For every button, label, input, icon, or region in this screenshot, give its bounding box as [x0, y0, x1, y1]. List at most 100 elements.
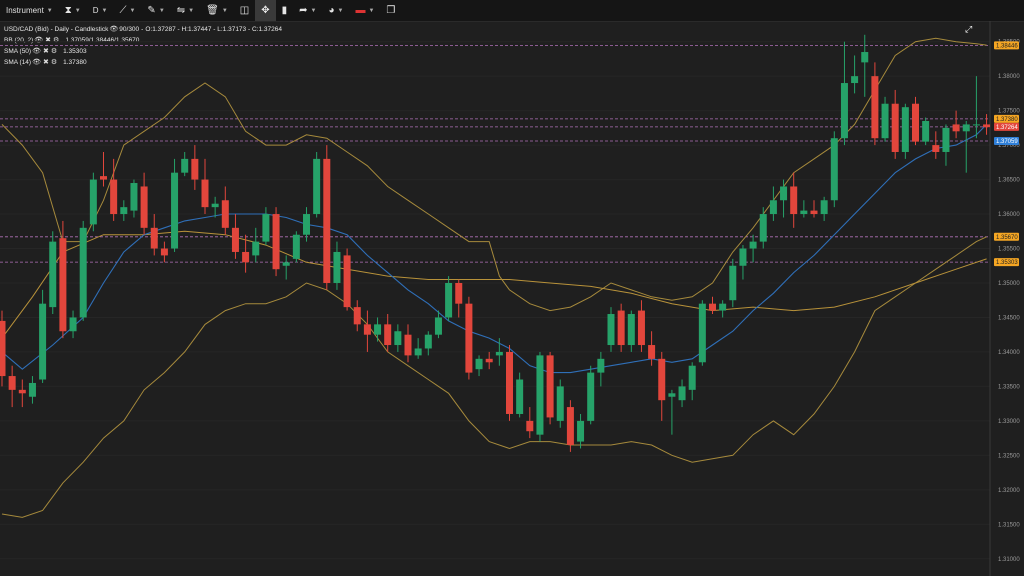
y-tick-label: 1.33000 — [998, 419, 1020, 425]
close-icon[interactable]: ✖ — [42, 58, 49, 66]
candle — [211, 203, 219, 208]
language-menu[interactable]: ▬ ▼ — [349, 0, 380, 21]
gear-icon[interactable]: ⚙ — [50, 58, 58, 66]
candle — [313, 158, 321, 215]
candle — [49, 241, 57, 308]
bar-chart-icon: ▮ — [281, 5, 288, 16]
chevron-down-icon: ▼ — [310, 7, 317, 14]
candle — [414, 348, 422, 356]
bb-lower-line — [1, 236, 987, 518]
candle — [495, 351, 503, 356]
popout-button[interactable]: ❐ — [380, 0, 401, 21]
crosshair-button[interactable]: ✥ — [255, 0, 276, 21]
price-tag — [994, 114, 1019, 123]
candle — [830, 138, 838, 201]
candle — [891, 103, 899, 152]
close-icon[interactable]: ✖ — [42, 47, 49, 55]
candle — [546, 355, 554, 418]
candle — [688, 365, 696, 390]
fullscreen-icon[interactable]: ⤢ — [965, 24, 973, 34]
candle — [89, 179, 97, 225]
candle — [465, 303, 473, 373]
candle — [648, 345, 656, 359]
candle — [749, 241, 757, 249]
candle — [698, 303, 706, 363]
layout-button[interactable]: ◫ — [234, 0, 255, 21]
close-icon[interactable]: ✖ — [45, 36, 52, 44]
indicators-menu[interactable]: ⇋ ▼ — [171, 0, 200, 21]
y-tick-label: 1.34500 — [998, 315, 1020, 321]
y-tick-label: 1.31500 — [998, 522, 1020, 528]
candle — [627, 314, 635, 346]
crosshair-icon: ✥ — [261, 5, 270, 16]
y-tick-label: 1.36000 — [998, 212, 1020, 218]
eye-icon[interactable]: 👁 — [32, 47, 41, 55]
eye-icon[interactable]: 👁 — [34, 36, 44, 44]
candle — [800, 210, 808, 215]
chevron-down-icon: ▼ — [74, 7, 81, 14]
chevron-down-icon: ▼ — [337, 7, 344, 14]
y-tick-label: 1.36500 — [998, 178, 1020, 184]
indicator-value: 1.37059/1.38446/1.35670 — [65, 36, 140, 44]
eye-icon[interactable]: 👁 — [32, 58, 41, 66]
candle — [282, 262, 290, 266]
price-tag — [994, 232, 1019, 241]
chevron-down-icon: ▼ — [188, 7, 195, 14]
candle — [617, 310, 625, 346]
candle — [303, 214, 310, 235]
bb-upper-line — [1, 37, 987, 312]
instrument-menu[interactable]: Instrument ▼ — [0, 0, 59, 21]
candle — [262, 214, 270, 242]
legend-indicator-sma14: SMA (14) 👁 ✖ ⚙ 1.37380 — [4, 57, 282, 68]
candle — [516, 379, 524, 414]
share-arrow-icon: ➦ — [299, 5, 308, 16]
layout-icon: ◫ — [239, 5, 250, 16]
theme-menu[interactable]: ◕ ▼ — [322, 0, 349, 21]
candle — [221, 200, 229, 228]
indicator-value: 1.35303 — [63, 47, 87, 55]
candle — [861, 52, 869, 63]
popout-icon: ❐ — [386, 5, 396, 16]
candle — [922, 120, 930, 142]
price-tag — [994, 122, 1019, 131]
candle — [8, 376, 16, 390]
legend-title: USD/CAD (Bid) - Daily - Candlestick — [4, 25, 109, 33]
legend-indicator-sma50: SMA (50) 👁 ✖ ⚙ 1.35303 — [4, 46, 282, 57]
pen-tool-menu[interactable]: ✎ ▼ — [141, 0, 170, 21]
volume-button[interactable]: ▮ — [276, 0, 294, 21]
candle — [384, 324, 392, 346]
delete-menu[interactable]: 🗑 ▼ — [200, 0, 234, 21]
gear-icon[interactable]: ⚙ — [53, 36, 60, 44]
candle — [18, 389, 26, 394]
price-tag-label: 1.38446 — [996, 43, 1018, 49]
trash-icon: 🗑 — [206, 5, 219, 16]
price-tag-label: 1.37380 — [996, 117, 1018, 123]
candle — [901, 107, 909, 152]
price-chart[interactable]: 1.385001.380001.375001.370001.365001.360… — [0, 21, 1024, 576]
indicator-value: 1.37380 — [63, 58, 87, 66]
candle — [201, 179, 209, 208]
candle — [374, 324, 382, 335]
timeframe-menu[interactable]: D ▼ — [87, 0, 114, 21]
candle — [28, 382, 36, 397]
candles — [0, 34, 991, 452]
sma50-line — [1, 230, 987, 339]
drawing-tools-menu[interactable]: ⟋ ▼ — [113, 0, 141, 21]
share-menu[interactable]: ➦ ▼ — [293, 0, 322, 21]
candle — [485, 358, 493, 363]
candle — [952, 124, 960, 132]
gear-icon[interactable]: ⚙ — [50, 47, 58, 55]
chevron-down-icon: ▼ — [368, 7, 375, 14]
candle — [191, 158, 199, 180]
chart-type-menu[interactable]: ⧗ ▼ — [59, 0, 87, 21]
candle — [658, 358, 666, 401]
candle — [0, 320, 6, 377]
candle — [59, 238, 67, 332]
eye-icon[interactable]: 👁 — [109, 25, 119, 33]
y-tick-label: 1.37500 — [998, 109, 1020, 115]
legend-bars: 90/300 — [119, 25, 140, 33]
candle — [942, 127, 950, 152]
timeframe-label: D — [92, 6, 99, 15]
price-tag — [994, 258, 1019, 267]
candle — [506, 351, 513, 414]
